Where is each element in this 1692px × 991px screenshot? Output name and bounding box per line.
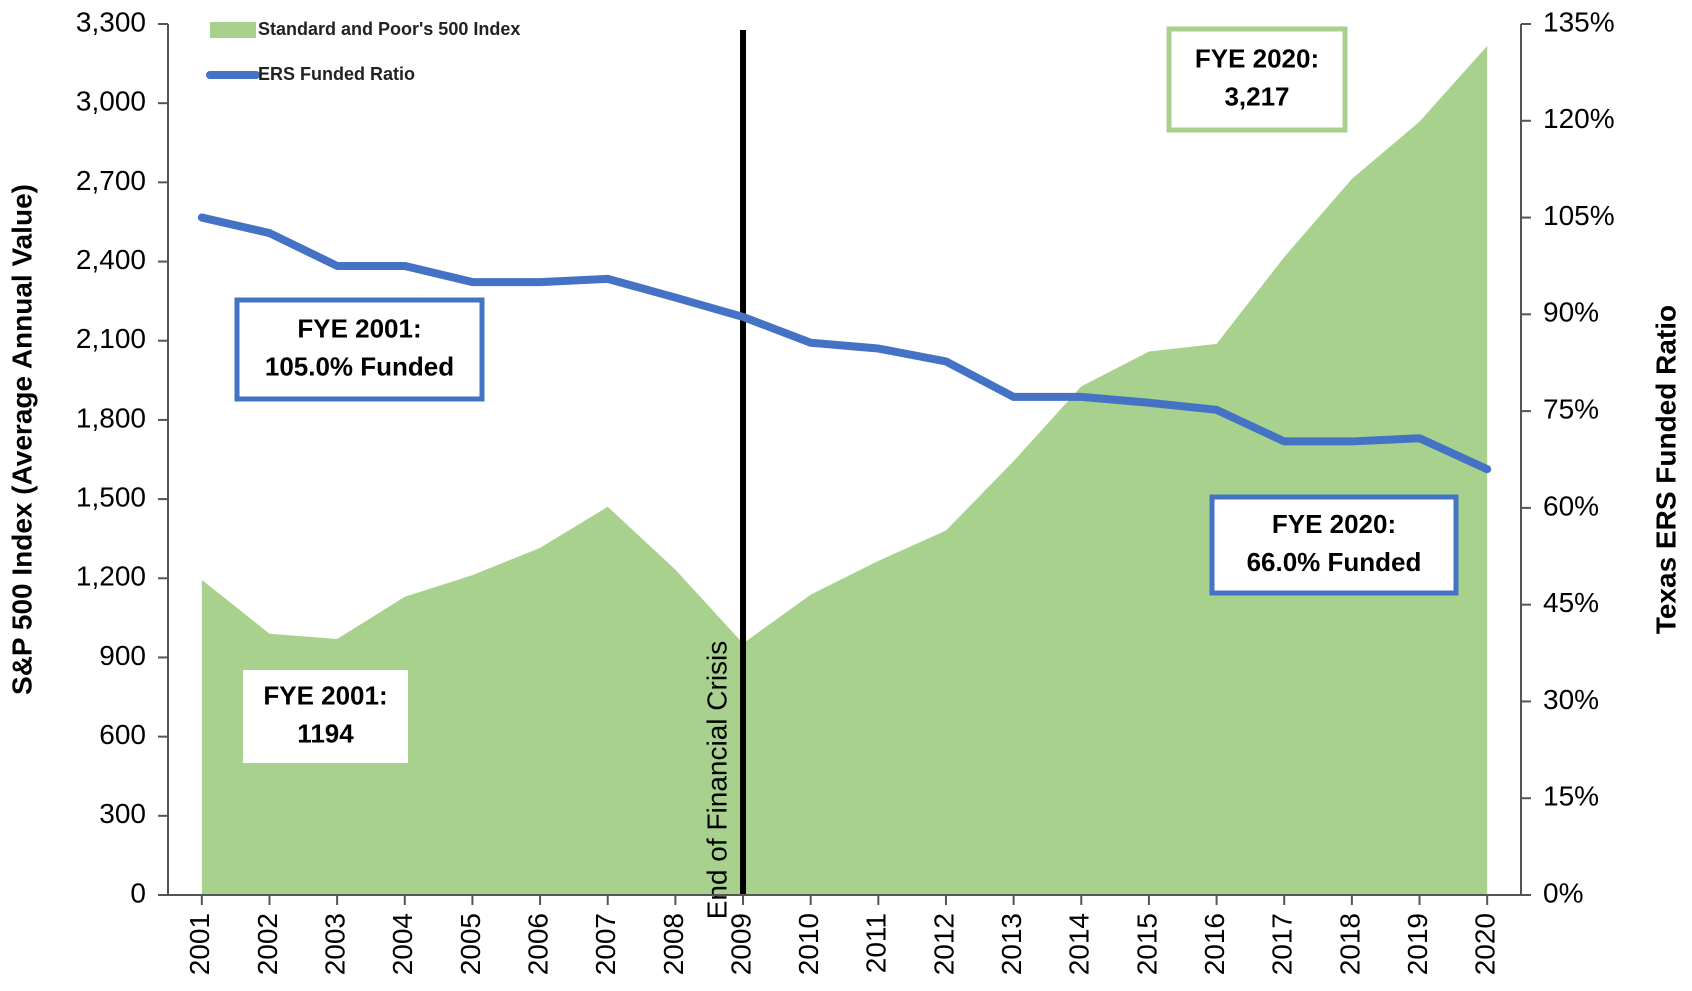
y2-tick-label: 90% xyxy=(1543,297,1599,328)
y-tick-label: 900 xyxy=(99,640,146,671)
reference-label: End of Financial Crisis xyxy=(701,641,732,920)
y-tick-label: 300 xyxy=(99,798,146,829)
annotation-box xyxy=(234,297,485,402)
legend-swatch xyxy=(210,22,256,38)
x-tick-label: 2003 xyxy=(320,913,351,975)
y2-tick-label: 135% xyxy=(1543,6,1615,37)
y2-tick-label: 15% xyxy=(1543,781,1599,812)
y2-tick-label: 75% xyxy=(1543,394,1599,425)
x-tick-label: 2007 xyxy=(590,913,621,975)
x-tick-label: 2018 xyxy=(1334,913,1365,975)
y2-tick-label: 45% xyxy=(1543,587,1599,618)
x-tick-label: 2013 xyxy=(996,913,1027,975)
x-tick-label: 2019 xyxy=(1402,913,1433,975)
y-tick-label: 3,000 xyxy=(76,86,146,117)
line xyxy=(197,213,1492,474)
y-axis-title: S&P 500 Index (Average Annual Value) xyxy=(6,184,37,695)
y-tick-label: 1,200 xyxy=(76,561,146,592)
y-tick-label: 1,500 xyxy=(76,481,146,512)
annotation-text: 3,217 xyxy=(1224,81,1289,111)
x-tick-label: 2010 xyxy=(793,913,824,975)
legend-label: Standard and Poor's 500 Index xyxy=(258,19,520,39)
y-tick-label: 600 xyxy=(99,719,146,750)
annotation-text: 1194 xyxy=(297,718,354,748)
y-tick-label: 2,400 xyxy=(76,244,146,275)
annotation-text: 66.0% Funded xyxy=(1247,547,1422,577)
annotation-box xyxy=(1209,494,1459,596)
y2-tick-label: 30% xyxy=(1543,684,1599,715)
x-tick-label: 2017 xyxy=(1267,913,1298,975)
y-tick-label: 0 xyxy=(130,877,146,908)
y2-tick-label: 60% xyxy=(1543,490,1599,521)
y-tick-label: 3,300 xyxy=(76,6,146,37)
x-tick-label: 2009 xyxy=(725,913,756,975)
annotation-text: 105.0% Funded xyxy=(265,351,454,381)
y-tick-label: 1,800 xyxy=(76,402,146,433)
annotation-text: FYE 2020: xyxy=(1195,43,1319,73)
legend-label: ERS Funded Ratio xyxy=(258,64,415,84)
annotation-box xyxy=(1166,26,1348,133)
x-tick-label: 2004 xyxy=(387,913,418,975)
y2-tick-label: 120% xyxy=(1543,103,1615,134)
area xyxy=(201,45,1488,895)
annotation-text: FYE 2001: xyxy=(297,313,421,343)
y-tick-label: 2,700 xyxy=(76,165,146,196)
x-tick-label: 2008 xyxy=(658,913,689,975)
x-tick-label: 2011 xyxy=(861,913,892,973)
x-tick-label: 2005 xyxy=(455,913,486,975)
x-tick-label: 2014 xyxy=(1064,913,1095,975)
y2-tick-label: 0% xyxy=(1543,877,1583,908)
x-tick-label: 2002 xyxy=(252,913,283,975)
x-tick-label: 2016 xyxy=(1199,913,1230,975)
annotation-text: FYE 2001: xyxy=(263,680,387,710)
x-tick-label: 2015 xyxy=(1131,913,1162,975)
y2-tick-label: 105% xyxy=(1543,200,1615,231)
x-tick-label: 2012 xyxy=(928,913,959,975)
x-tick-label: 2006 xyxy=(522,913,553,975)
y-tick-label: 2,100 xyxy=(76,323,146,354)
annotation-text: FYE 2020: xyxy=(1272,509,1396,539)
annotation-box xyxy=(243,670,408,763)
x-tick-label: 2001 xyxy=(184,913,215,975)
x-tick-label: 2020 xyxy=(1470,913,1501,975)
y2-axis-title: Texas ERS Funded Ratio xyxy=(1650,305,1681,634)
